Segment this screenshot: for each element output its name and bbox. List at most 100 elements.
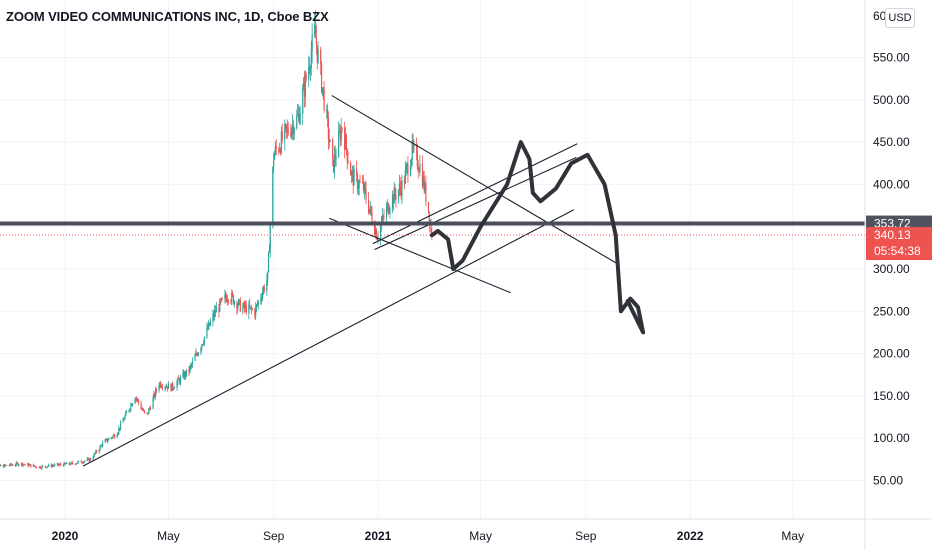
candle-body — [356, 174, 359, 190]
candle-body — [299, 113, 301, 124]
candle-body — [203, 336, 205, 344]
candle-body — [374, 228, 377, 235]
candle-body — [215, 307, 217, 313]
candle-body — [131, 404, 133, 406]
candle-body — [140, 402, 142, 409]
candle-body — [388, 211, 390, 214]
candle-body — [379, 225, 382, 238]
candle-body — [195, 353, 197, 356]
candle-body — [358, 181, 360, 188]
candle-body — [345, 135, 347, 149]
candle-body — [316, 45, 318, 62]
candle-body — [41, 465, 43, 469]
candle-body — [173, 388, 175, 390]
candle-body — [347, 161, 349, 163]
candle-body — [0, 465, 2, 466]
candle-body — [232, 292, 234, 296]
candle-body — [411, 140, 413, 160]
candle-body — [71, 462, 73, 464]
candle-body — [77, 461, 79, 464]
candle-body — [161, 386, 163, 388]
candle-body — [238, 299, 240, 306]
candle-body — [60, 463, 62, 465]
candle-body — [340, 127, 342, 141]
last-price-label: 340.13 — [874, 228, 911, 242]
candle-body — [72, 462, 74, 464]
candle-body — [409, 166, 412, 176]
candle-body — [367, 199, 370, 213]
candle-body — [20, 462, 22, 465]
candle-body — [39, 466, 41, 469]
candle-body — [24, 464, 26, 466]
candle-body — [220, 298, 223, 302]
candle-body — [129, 409, 131, 410]
candle-body — [256, 304, 259, 306]
candle-body — [327, 117, 329, 140]
candle-body — [111, 437, 113, 439]
candle-body — [106, 438, 108, 442]
candle-body — [122, 419, 124, 423]
candle-body — [52, 465, 54, 467]
trendline-up-channel-a — [372, 143, 578, 245]
candle-body — [63, 462, 65, 466]
candle-body — [81, 462, 83, 464]
candle-body — [218, 307, 220, 312]
candle-body — [422, 176, 424, 187]
candle-body — [36, 467, 38, 469]
candle-body — [10, 463, 12, 465]
candle-body — [368, 209, 371, 213]
candle-body — [160, 382, 162, 387]
candle-body — [233, 301, 235, 305]
candle-body — [249, 304, 251, 308]
countdown-label: 05:54:38 — [874, 244, 921, 258]
candle-body — [375, 228, 377, 239]
candle-body — [82, 462, 84, 464]
candle-body — [309, 68, 312, 70]
candle-body — [335, 157, 337, 160]
candle-body — [166, 386, 168, 388]
candle-body — [403, 179, 406, 184]
candle-body — [149, 408, 152, 409]
y-tick-label: 450.00 — [873, 135, 910, 149]
candle-body — [413, 145, 415, 148]
candle-body — [143, 410, 145, 412]
candle-body — [202, 344, 204, 346]
candle-body — [263, 287, 265, 291]
candle-body — [416, 150, 418, 168]
candle-body — [250, 306, 253, 310]
candle-body — [291, 124, 294, 130]
candle-body — [243, 302, 245, 307]
candle-body — [238, 299, 241, 301]
candle-body — [279, 149, 282, 153]
candle-body — [243, 302, 246, 309]
candle-body — [26, 463, 28, 465]
candle-body — [29, 464, 31, 466]
currency-selector-button[interactable]: USD — [885, 8, 915, 28]
candle-body — [365, 189, 367, 200]
candle-body — [18, 464, 20, 466]
candle-body — [11, 464, 13, 466]
candle-body — [285, 124, 288, 129]
candle-body — [143, 410, 146, 413]
candle-body — [364, 183, 366, 190]
candle-body — [66, 462, 68, 465]
candle-body — [5, 465, 7, 466]
y-tick-label: 200.00 — [873, 347, 910, 361]
candle-body — [339, 131, 341, 141]
candle-body — [370, 206, 372, 214]
candle-body — [261, 298, 263, 299]
candle-body — [400, 188, 402, 196]
candle-body — [350, 172, 353, 176]
candle-body — [221, 298, 223, 300]
candle-body — [287, 127, 289, 134]
y-tick-label: 550.00 — [873, 51, 910, 65]
candle-body — [226, 298, 228, 302]
candle-body — [244, 305, 247, 309]
candle-body — [50, 464, 52, 467]
candle-body — [196, 353, 198, 355]
candle-body — [146, 412, 148, 414]
candle-body — [172, 383, 174, 389]
candle-body — [3, 464, 5, 468]
